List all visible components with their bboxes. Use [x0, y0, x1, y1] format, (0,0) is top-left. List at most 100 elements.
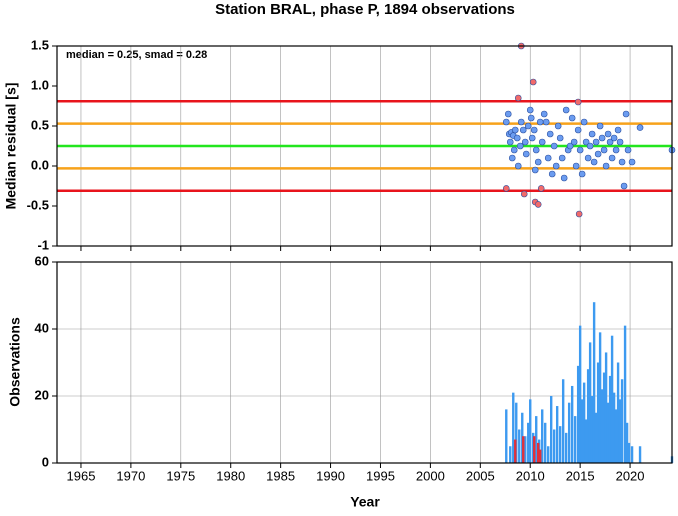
bar	[552, 429, 556, 463]
point	[592, 138, 600, 146]
point	[530, 126, 538, 134]
bar	[564, 432, 568, 463]
bar	[612, 392, 616, 463]
bar	[614, 409, 618, 463]
bar	[570, 385, 574, 463]
bar	[608, 375, 612, 463]
bar	[590, 396, 594, 463]
point	[586, 142, 594, 150]
bar	[578, 325, 582, 463]
point	[556, 134, 564, 142]
annotation: median = 0.25, smad = 0.28	[66, 49, 207, 61]
bar	[594, 412, 598, 463]
point	[572, 162, 580, 170]
bar	[638, 446, 642, 463]
point	[622, 110, 630, 118]
x-tick-label: 2010	[516, 468, 545, 483]
bar	[627, 442, 631, 463]
y-tick-label: 40	[35, 320, 49, 335]
point	[566, 142, 574, 150]
point	[620, 182, 628, 190]
bar	[544, 422, 547, 463]
bar	[600, 389, 604, 463]
bar	[588, 342, 592, 463]
point	[614, 126, 622, 134]
bar	[596, 362, 600, 463]
bar	[555, 406, 559, 463]
bar	[535, 416, 538, 463]
point	[528, 134, 536, 142]
x-tick-label: 1995	[366, 468, 395, 483]
y-tick-label: 60	[35, 253, 49, 268]
point	[519, 126, 527, 134]
bar	[610, 335, 614, 463]
bar	[604, 352, 608, 463]
bar	[576, 365, 580, 463]
y-tick-label: 0.5	[31, 117, 49, 132]
point	[575, 210, 583, 218]
point	[511, 126, 519, 134]
point	[610, 134, 618, 142]
point	[536, 118, 544, 126]
point	[590, 158, 598, 166]
bar	[606, 402, 610, 463]
point	[520, 190, 528, 198]
bar	[527, 422, 530, 463]
y-tick-label: 0.0	[31, 157, 49, 172]
point	[562, 106, 570, 114]
x-tick-label: 2000	[416, 468, 445, 483]
point	[602, 162, 610, 170]
point	[502, 185, 510, 192]
point	[534, 201, 542, 208]
bar	[618, 399, 622, 463]
point	[584, 154, 592, 162]
point	[542, 118, 550, 126]
bar	[515, 402, 518, 463]
point	[538, 138, 546, 146]
bar	[549, 396, 553, 463]
bar	[522, 436, 525, 463]
point	[582, 138, 590, 146]
point	[600, 146, 608, 154]
point	[628, 158, 636, 166]
x-tick-label: 2005	[466, 468, 495, 483]
point	[550, 142, 558, 150]
y-tick-label: 20	[35, 387, 49, 402]
point	[506, 138, 514, 146]
point	[612, 146, 620, 154]
point	[546, 130, 554, 138]
point	[578, 170, 586, 178]
point	[636, 124, 644, 131]
point	[624, 146, 632, 154]
bar	[541, 409, 544, 463]
point	[568, 114, 576, 122]
point	[608, 154, 616, 162]
bar	[514, 439, 517, 463]
point	[529, 78, 537, 86]
point	[526, 106, 534, 114]
bar	[602, 372, 606, 463]
point	[514, 94, 522, 102]
bar	[505, 409, 508, 463]
point	[522, 150, 530, 158]
y-axis-label: Observations	[7, 317, 23, 407]
x-tick-label: 1965	[67, 468, 96, 483]
y-tick-label: 1.5	[31, 37, 49, 52]
point	[510, 146, 518, 154]
point	[616, 138, 624, 146]
point	[574, 98, 582, 106]
bar	[592, 302, 596, 463]
point	[524, 122, 532, 130]
bar	[620, 379, 624, 463]
point	[517, 118, 525, 126]
bar	[623, 325, 627, 463]
point	[606, 138, 614, 146]
bar	[584, 419, 588, 463]
y-tick-label: 1.0	[31, 77, 49, 92]
point	[540, 110, 548, 118]
x-tick-label: 1990	[316, 468, 345, 483]
point	[516, 142, 524, 150]
point	[618, 158, 626, 166]
point	[574, 126, 582, 134]
